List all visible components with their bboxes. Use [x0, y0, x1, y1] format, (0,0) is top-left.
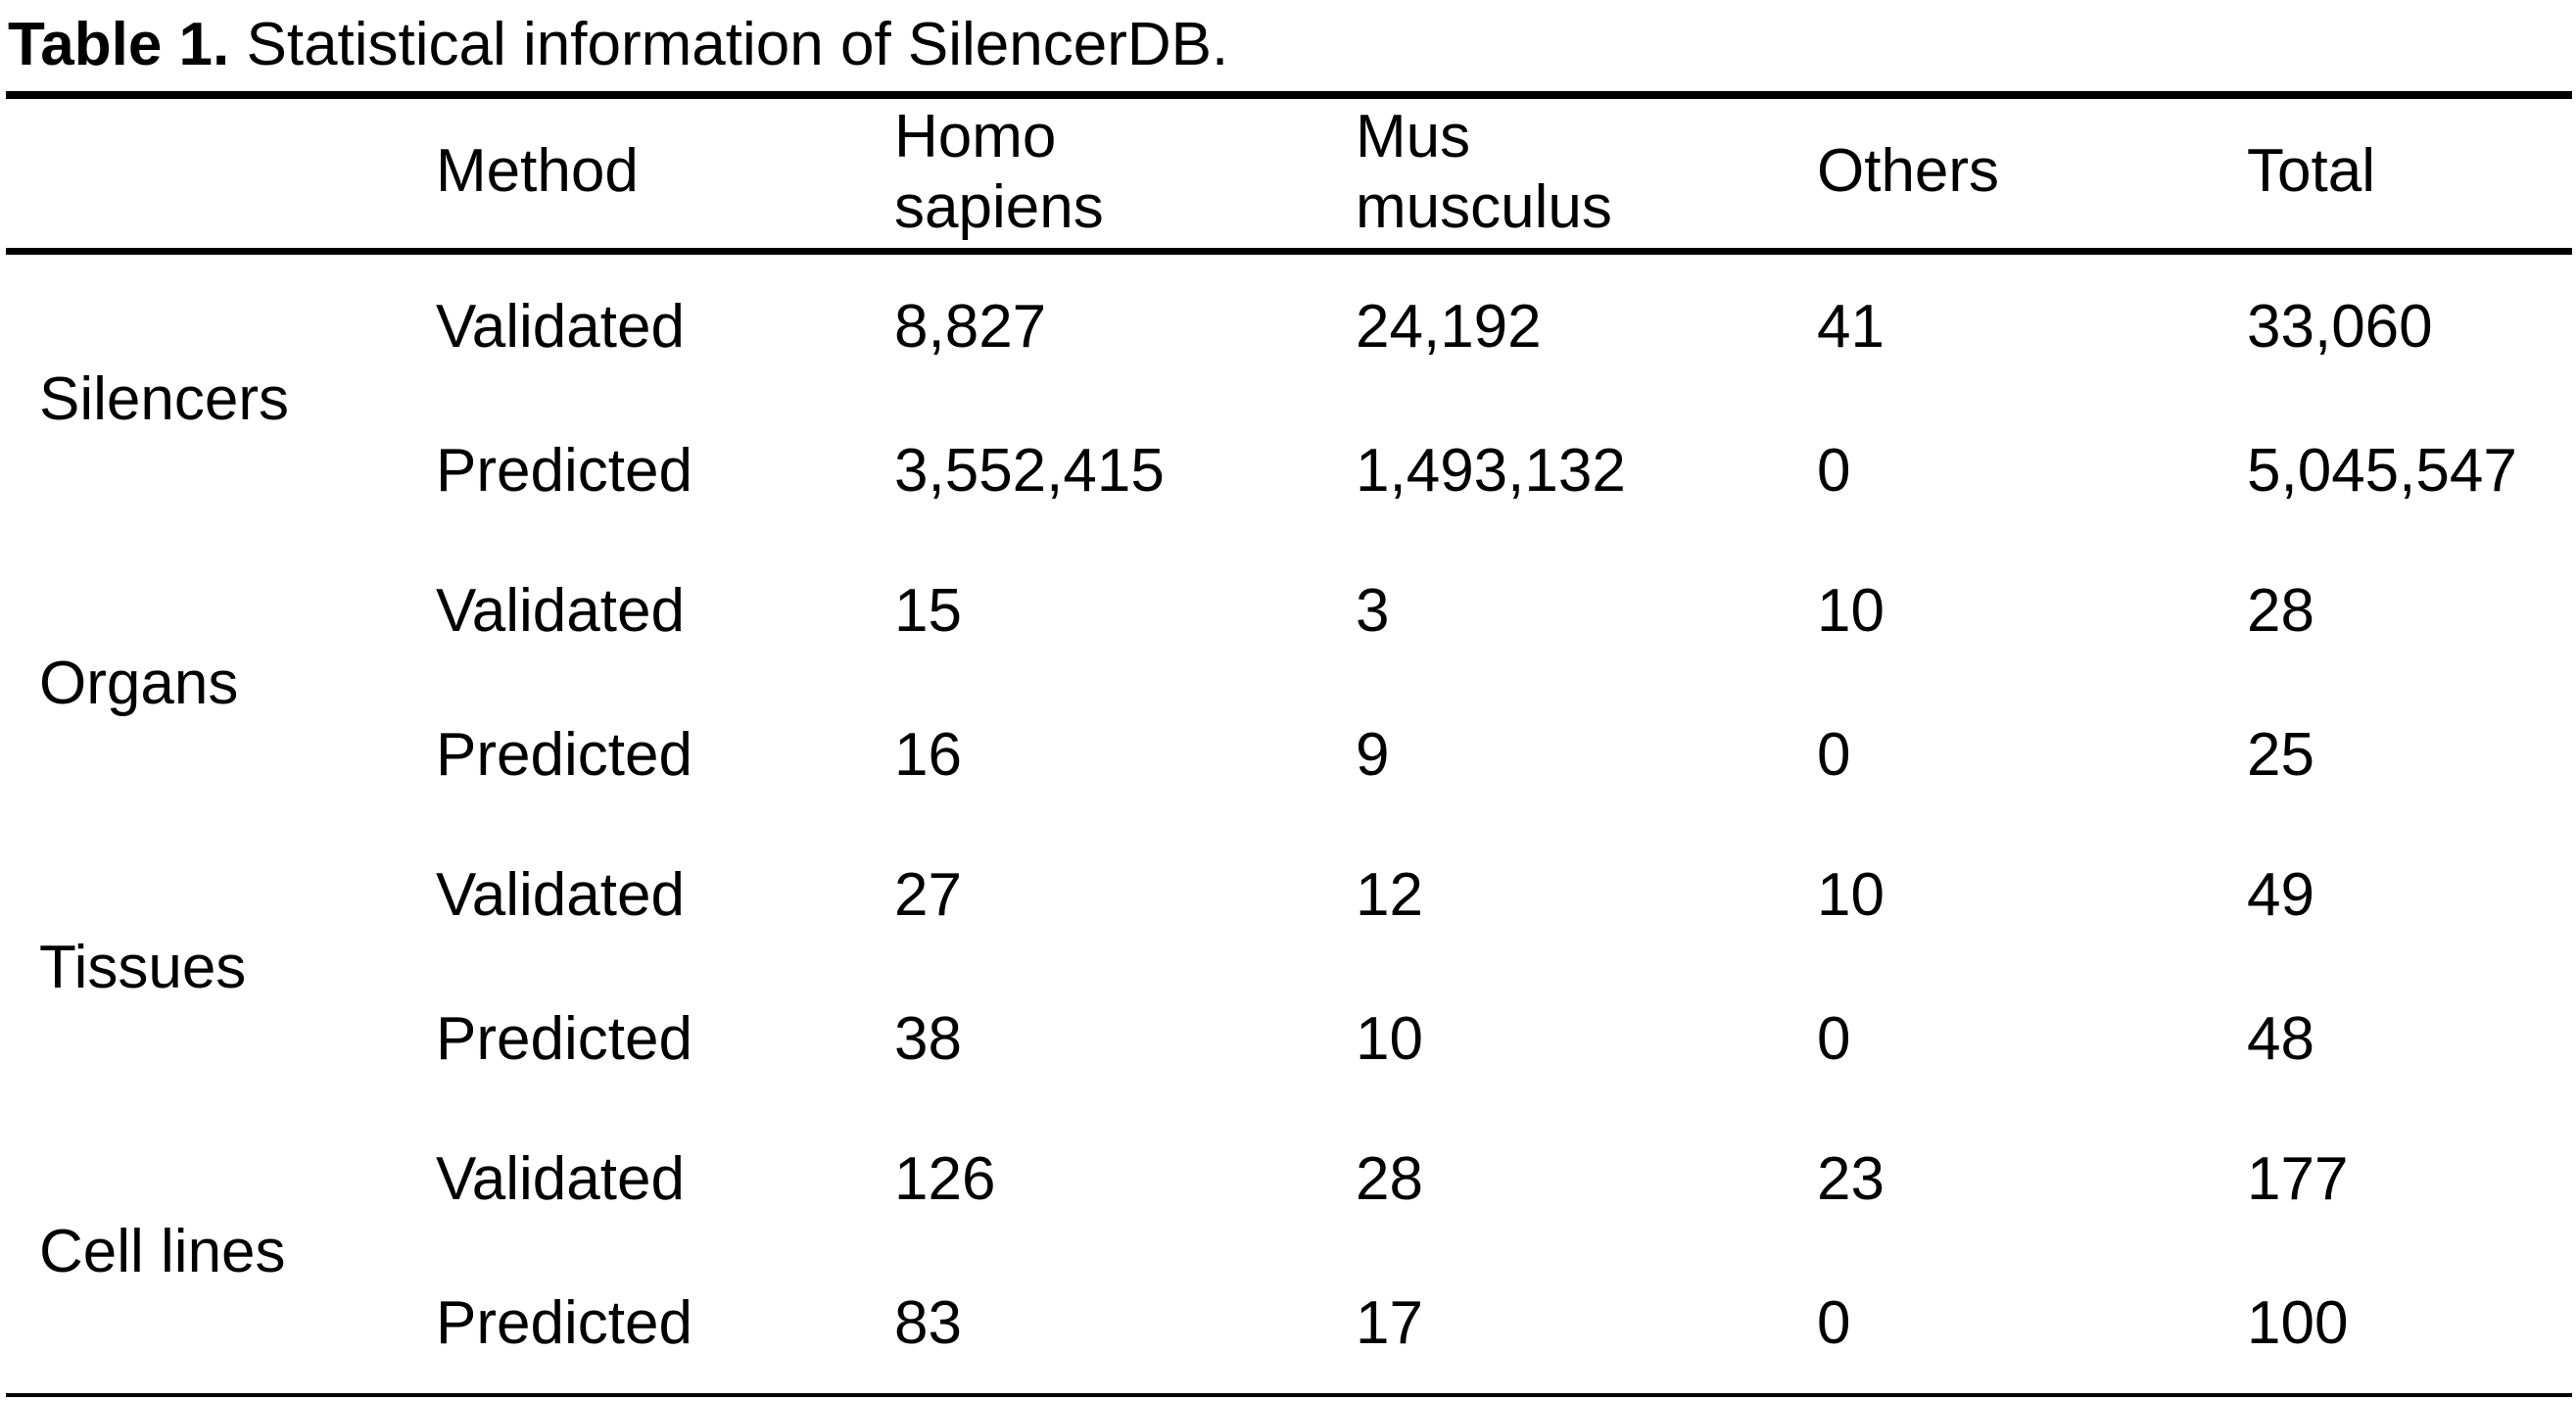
table-caption: Table 1. Statistical information of Sile… — [8, 10, 1228, 80]
cell-method: Predicted — [436, 1005, 692, 1073]
cell-method: Validated — [436, 861, 685, 929]
cell-method: Predicted — [436, 721, 692, 789]
cell-mus: 10 — [1356, 1005, 1423, 1073]
cell-mus: 17 — [1356, 1289, 1423, 1357]
cell-homo: 8,827 — [894, 293, 1047, 361]
header-method: Method — [436, 137, 639, 205]
cell-homo: 16 — [894, 721, 962, 789]
header-homo-line2: sapiens — [894, 173, 1104, 241]
cell-others: 10 — [1817, 577, 1884, 645]
cell-others: 10 — [1817, 861, 1884, 929]
table-header-rule — [6, 248, 2572, 255]
cell-mus: 24,192 — [1356, 293, 1542, 361]
cell-total: 25 — [2247, 721, 2314, 789]
cell-method: Validated — [436, 293, 685, 361]
header-others: Others — [1817, 137, 2000, 205]
cell-homo: 15 — [894, 577, 962, 645]
header-total: Total — [2247, 137, 2375, 205]
table-bottom-rule — [6, 1393, 2572, 1397]
header-mus-line2: musculus — [1356, 173, 1612, 241]
cell-others: 0 — [1817, 1289, 1851, 1357]
cell-others: 0 — [1817, 721, 1851, 789]
group-label-tissues: Tissues — [39, 934, 247, 1001]
header-homo-line1: Homo — [894, 103, 1057, 170]
cell-total: 49 — [2247, 861, 2314, 929]
table-top-rule — [6, 91, 2572, 99]
cell-method: Validated — [436, 1145, 685, 1213]
cell-others: 0 — [1817, 437, 1851, 505]
table-caption-text: Statistical information of SilencerDB. — [229, 11, 1229, 78]
cell-homo: 3,552,415 — [894, 437, 1165, 505]
cell-total: 28 — [2247, 577, 2314, 645]
cell-total: 177 — [2247, 1145, 2349, 1213]
cell-total: 48 — [2247, 1005, 2314, 1073]
cell-mus: 9 — [1356, 721, 1390, 789]
header-homo-sapiens: Homo sapiens — [894, 102, 1104, 243]
group-label-silencers: Silencers — [39, 365, 289, 433]
cell-others: 0 — [1817, 1005, 1851, 1073]
table-caption-label: Table 1. — [8, 11, 230, 78]
cell-others: 23 — [1817, 1145, 1884, 1213]
cell-mus: 3 — [1356, 577, 1390, 645]
cell-method: Predicted — [436, 437, 692, 505]
header-mus-musculus: Mus musculus — [1356, 102, 1612, 243]
group-label-organs: Organs — [39, 650, 239, 717]
cell-homo: 38 — [894, 1005, 962, 1073]
cell-total: 5,045,547 — [2247, 437, 2517, 505]
cell-method: Validated — [436, 577, 685, 645]
cell-total: 33,060 — [2247, 293, 2433, 361]
cell-mus: 28 — [1356, 1145, 1423, 1213]
header-mus-line1: Mus — [1356, 103, 1471, 170]
cell-mus: 12 — [1356, 861, 1423, 929]
cell-others: 41 — [1817, 293, 1884, 361]
group-label-cell-lines: Cell lines — [39, 1218, 286, 1285]
cell-method: Predicted — [436, 1289, 692, 1357]
cell-homo: 83 — [894, 1289, 962, 1357]
cell-mus: 1,493,132 — [1356, 437, 1626, 505]
cell-total: 100 — [2247, 1289, 2349, 1357]
cell-homo: 126 — [894, 1145, 996, 1213]
cell-homo: 27 — [894, 861, 962, 929]
